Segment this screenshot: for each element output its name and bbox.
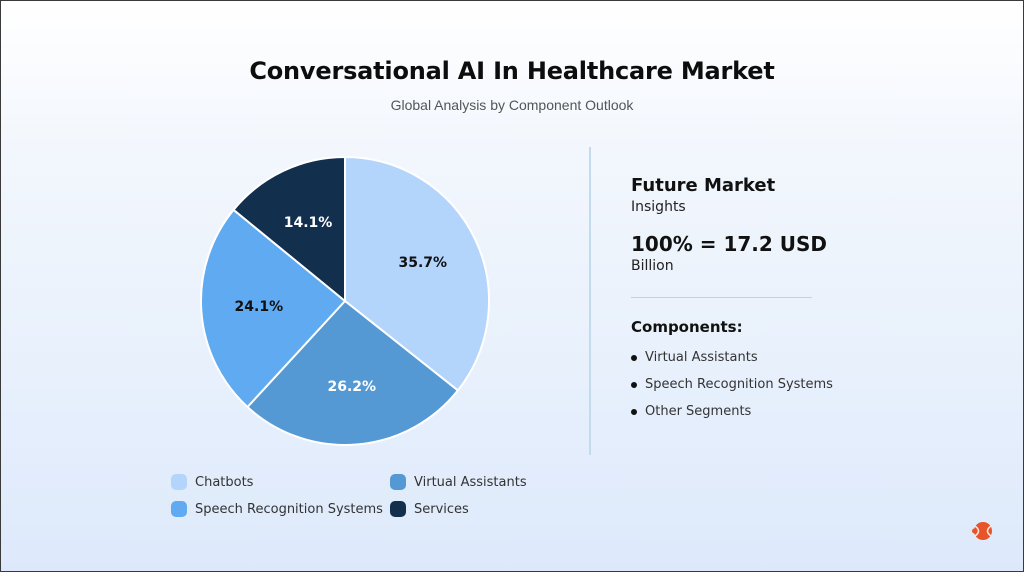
pie-slice-label: 24.1%	[234, 299, 284, 316]
bullet-icon	[631, 354, 637, 361]
pie-slice-services	[232, 155, 346, 304]
horizontal-divider	[631, 297, 812, 298]
pie-chart-svg	[200, 155, 490, 446]
list-item: Virtual Assistants	[631, 344, 833, 371]
insights-title: Future Market	[631, 175, 776, 196]
pie-slice-label: 26.2%	[327, 379, 377, 396]
pie-slice-label: 35.7%	[398, 255, 448, 272]
legend-item-chatbots: Chatbots	[171, 471, 253, 493]
list-item: Speech Recognition Systems	[631, 371, 833, 398]
brand-logo-icon	[971, 520, 993, 542]
legend-item-virtual-assistants: Virtual Assistants	[390, 471, 527, 493]
chart-title: Conversational AI In Healthcare Market	[249, 57, 775, 85]
list-item: Other Segments	[631, 398, 833, 425]
component-label: Other Segments	[645, 404, 752, 419]
legend-item-speech-recognition: Speech Recognition Systems	[171, 498, 383, 520]
bullet-icon	[631, 408, 637, 415]
chart-legend: Chatbots Virtual Assistants Speech Recog…	[171, 471, 551, 527]
components-heading: Components:	[631, 318, 743, 336]
legend-swatch	[171, 474, 187, 490]
market-total-unit: Billion	[631, 258, 674, 274]
legend-label: Services	[414, 501, 469, 517]
legend-label: Speech Recognition Systems	[195, 501, 383, 517]
legend-label: Virtual Assistants	[414, 474, 527, 490]
pie-slice-virtual-assistants	[246, 299, 460, 446]
insights-panel: Future Market Insights 100% = 17.2 USD B…	[631, 175, 833, 425]
components-list: Virtual Assistants Speech Recognition Sy…	[631, 344, 833, 425]
component-label: Speech Recognition Systems	[645, 377, 833, 392]
market-total-value: 100% = 17.2 USD	[631, 232, 828, 256]
bullet-icon	[631, 381, 637, 388]
component-label: Virtual Assistants	[645, 350, 758, 365]
pie-chart: 35.7% 26.2% 24.1% 14.1%	[197, 153, 493, 449]
legend-item-services: Services	[390, 498, 469, 520]
legend-swatch	[390, 474, 406, 490]
pie-slice-label: 14.1%	[283, 214, 333, 231]
insights-subtitle: Insights	[631, 199, 686, 215]
legend-label: Chatbots	[195, 474, 254, 490]
chart-subtitle: Global Analysis by Component Outlook	[390, 97, 634, 113]
legend-swatch	[390, 501, 406, 517]
pie-slice-chatbots	[344, 155, 490, 392]
pie-slice-speech-recognition-systems	[200, 208, 347, 409]
legend-swatch	[171, 501, 187, 517]
vertical-divider	[589, 147, 591, 455]
